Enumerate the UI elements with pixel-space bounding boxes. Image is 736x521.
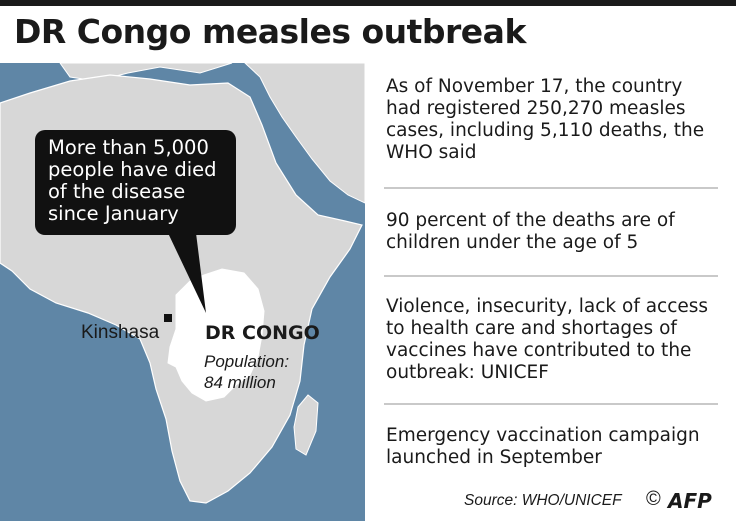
africa-map [0, 63, 365, 521]
callout-line: of the disease [48, 180, 186, 203]
fact-divider [384, 187, 718, 189]
afp-logo-text: AFP [666, 490, 712, 512]
country-label: DR CONGO [205, 322, 320, 344]
dr-congo-region [167, 268, 265, 402]
page-title: DR Congo measles outbreak [14, 12, 526, 51]
top-rule [0, 0, 736, 6]
fact-children: 90 percent of the deaths are of children… [386, 210, 675, 253]
callout-text: More than 5,000 people have died of the … [48, 137, 238, 225]
source-credit: Source: WHO/UNICEF [464, 492, 622, 509]
fact-causes: Violence, insecurity, lack of access to … [386, 296, 709, 383]
callout-line: people have died [48, 158, 217, 181]
callout-line: since January [48, 202, 179, 225]
afp-logo: AFP [666, 490, 712, 512]
madagascar [293, 394, 319, 456]
map-canvas [0, 63, 365, 521]
fact-vaccination: Emergency vaccination campaign launched … [386, 425, 700, 468]
population-label: Population: 84 million [204, 351, 289, 393]
callout-line: More than 5,000 [48, 136, 209, 159]
callout-box [35, 130, 236, 235]
copyright-symbol: © [646, 488, 661, 510]
kinshasa-marker [164, 314, 172, 322]
population-caption: Population: [204, 352, 290, 371]
fact-divider [384, 403, 718, 405]
kinshasa-label: Kinshasa [81, 322, 160, 343]
fact-cases: As of November 17, the country had regis… [386, 76, 705, 163]
population-value: 84 million [204, 373, 276, 392]
fact-divider [384, 275, 718, 277]
callout-pointer [168, 233, 206, 313]
arabian-peninsula [244, 63, 365, 204]
